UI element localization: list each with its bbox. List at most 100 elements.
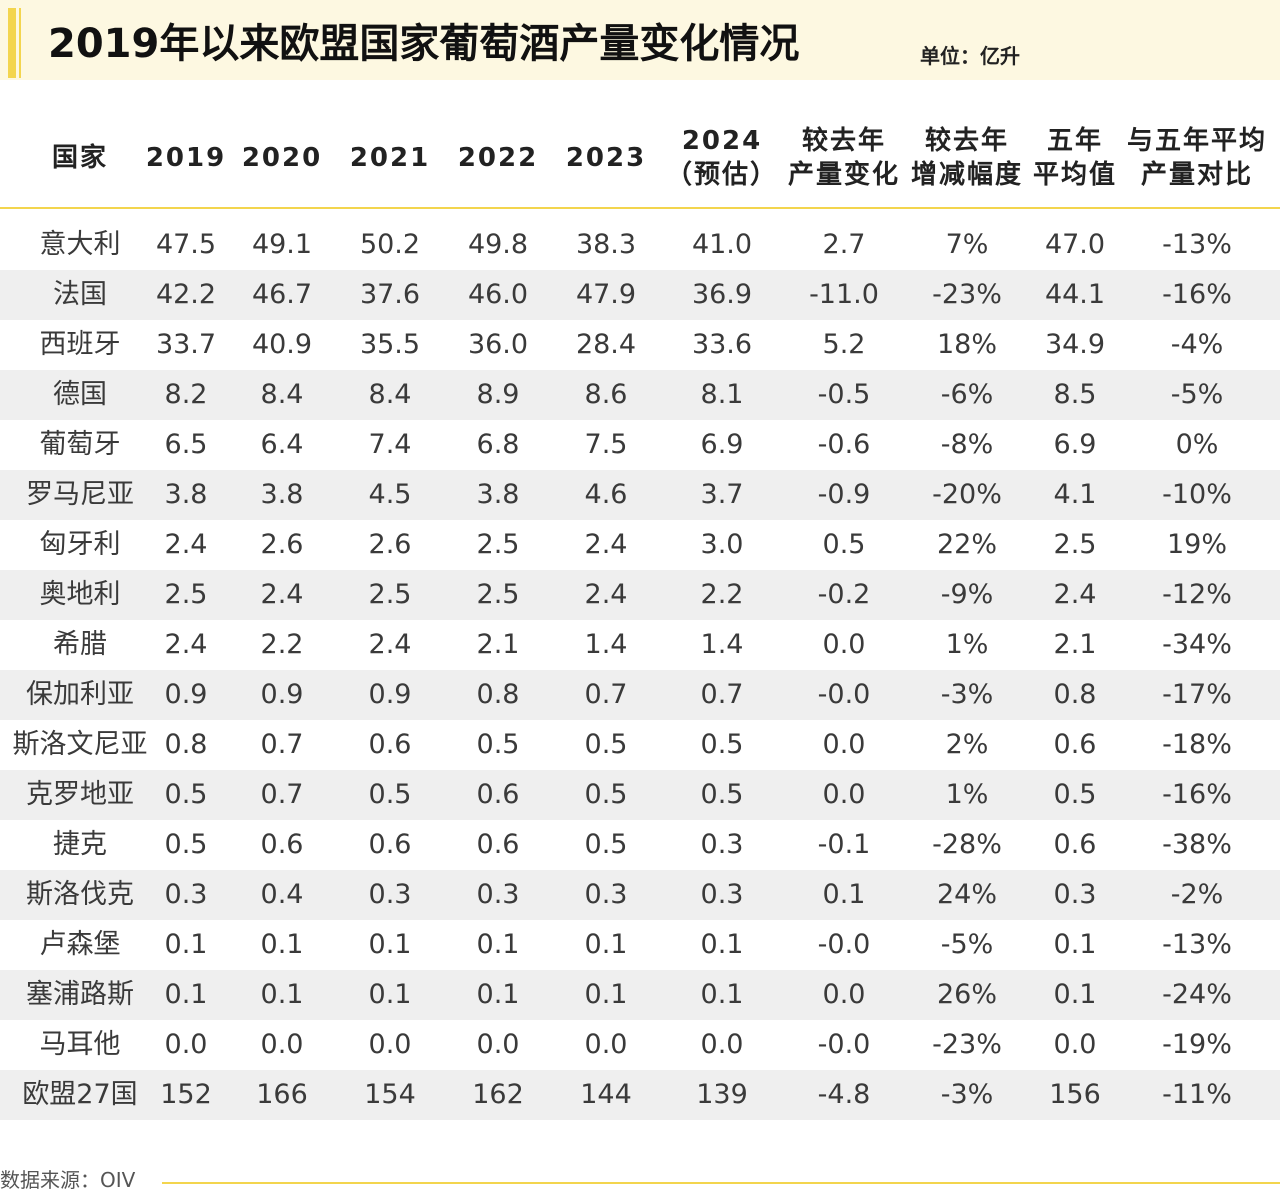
value-cell-2020: 2.2 <box>260 629 304 660</box>
country-cell: 匈牙利 <box>39 529 121 560</box>
value-cell-change: 5.2 <box>822 329 866 360</box>
country-cell: 法国 <box>53 279 107 310</box>
table-row: 西班牙 33.7 40.9 35.5 36.0 28.4 33.6 5.2 18% 34.9 -4% <box>0 320 1280 370</box>
table-row: 欧盟27国 152 166 154 162 144 139 -4.8 -3% 156 -11% <box>0 1070 1280 1120</box>
value-cell-change-pct: 1% <box>945 629 989 660</box>
value-cell-2024: 0.0 <box>700 1029 744 1060</box>
value-cell-2024: 41.0 <box>691 229 753 260</box>
value-cell-change-pct: 7% <box>945 229 989 260</box>
table-row: 匈牙利 2.4 2.6 2.6 2.5 2.4 3.0 0.5 22% 2.5 19% <box>0 520 1280 570</box>
value-cell-2022: 49.8 <box>467 229 529 260</box>
value-cell-five-year-avg: 0.5 <box>1053 779 1097 810</box>
country-cell: 克罗地亚 <box>26 779 134 810</box>
value-cell-2022: 0.6 <box>476 829 520 860</box>
value-cell-2019: 0.1 <box>164 979 208 1010</box>
value-cell-change-pct: -3% <box>940 1079 994 1110</box>
value-cell-vs-five-year: -2% <box>1170 879 1224 910</box>
value-cell-2019: 0.5 <box>164 829 208 860</box>
value-cell-five-year-avg: 6.9 <box>1053 429 1097 460</box>
header-cell-line: 较去年 <box>924 126 1009 156</box>
value-cell-vs-five-year: -34% <box>1162 629 1232 660</box>
value-cell-change: 0.0 <box>822 729 866 760</box>
value-cell-change-pct: -9% <box>940 579 994 610</box>
value-cell-2023: 0.0 <box>584 1029 628 1060</box>
value-cell-five-year-avg: 34.9 <box>1044 329 1106 360</box>
value-cell-change-pct: -20% <box>932 479 1002 510</box>
value-cell-change-pct: -23% <box>932 1029 1002 1060</box>
table-row: 卢森堡 0.1 0.1 0.1 0.1 0.1 0.1 -0.0 -5% 0.1 -13% <box>0 920 1280 970</box>
value-cell-2023: 8.6 <box>584 379 628 410</box>
value-cell-2020: 0.7 <box>260 779 304 810</box>
value-cell-2024: 3.0 <box>700 529 744 560</box>
value-cell-five-year-avg: 2.5 <box>1053 529 1097 560</box>
value-cell-five-year-avg: 0.1 <box>1053 929 1097 960</box>
value-cell-change: -0.0 <box>817 929 871 960</box>
value-cell-2020: 6.4 <box>260 429 304 460</box>
country-cell: 马耳他 <box>39 1029 121 1060</box>
table-row: 斯洛文尼亚 0.8 0.7 0.6 0.5 0.5 0.5 0.0 2% 0.6 -18% <box>0 720 1280 770</box>
value-cell-2021: 50.2 <box>359 229 421 260</box>
value-cell-five-year-avg: 0.1 <box>1053 979 1097 1010</box>
value-cell-2019: 47.5 <box>155 229 217 260</box>
value-cell-2022: 2.1 <box>476 629 520 660</box>
value-cell-2022: 3.8 <box>476 479 520 510</box>
header-cell-line: 五年 <box>1046 126 1103 156</box>
value-cell-five-year-avg: 0.8 <box>1053 679 1097 710</box>
country-cell: 希腊 <box>53 629 107 660</box>
value-cell-2019: 2.5 <box>164 579 208 610</box>
value-cell-2024: 2.2 <box>700 579 744 610</box>
value-cell-2024: 1.4 <box>700 629 744 660</box>
value-cell-2020: 0.7 <box>260 729 304 760</box>
value-cell-2024: 0.1 <box>700 929 744 960</box>
value-cell-2024: 0.3 <box>700 879 744 910</box>
header-cell-2024: 2024 （预估） <box>662 110 782 206</box>
header-cell-2020: 2020 <box>232 110 332 206</box>
value-cell-five-year-avg: 2.4 <box>1053 579 1097 610</box>
value-cell-vs-five-year: -18% <box>1162 729 1232 760</box>
value-cell-2022: 0.1 <box>476 979 520 1010</box>
value-cell-2023: 0.5 <box>584 829 628 860</box>
unit-label: 单位：亿升 <box>920 44 1020 68</box>
table-row: 德国 8.2 8.4 8.4 8.9 8.6 8.1 -0.5 -6% 8.5 -5% <box>0 370 1280 420</box>
country-cell: 斯洛伐克 <box>26 879 134 910</box>
value-cell-change-pct: -5% <box>940 929 994 960</box>
value-cell-2022: 0.8 <box>476 679 520 710</box>
value-cell-2024: 36.9 <box>691 279 753 310</box>
country-cell: 保加利亚 <box>26 679 134 710</box>
table-row: 奥地利 2.5 2.4 2.5 2.5 2.4 2.2 -0.2 -9% 2.4 -12% <box>0 570 1280 620</box>
value-cell-2024: 139 <box>696 1079 748 1110</box>
value-cell-change-pct: 18% <box>936 329 997 360</box>
value-cell-change-pct: 26% <box>936 979 997 1010</box>
value-cell-2020: 49.1 <box>251 229 313 260</box>
header-cell-country: 国家 <box>0 110 160 206</box>
value-cell-2019: 2.4 <box>164 529 208 560</box>
value-cell-2019: 6.5 <box>164 429 208 460</box>
table-row: 塞浦路斯 0.1 0.1 0.1 0.1 0.1 0.1 0.0 26% 0.1 -24% <box>0 970 1280 1020</box>
value-cell-five-year-avg: 0.0 <box>1053 1029 1097 1060</box>
value-cell-vs-five-year: -19% <box>1162 1029 1232 1060</box>
value-cell-change-pct: 24% <box>936 879 997 910</box>
value-cell-2019: 2.4 <box>164 629 208 660</box>
header-cell-line: （预估） <box>665 160 778 190</box>
value-cell-change: -0.9 <box>817 479 871 510</box>
header-cell-line: 2024 <box>681 126 763 156</box>
header-cell-2022: 2022 <box>443 110 553 206</box>
value-cell-2020: 166 <box>256 1079 308 1110</box>
table-header: 国家 2019 2020 2021 2022 2023 2024 （预估） 较去年 产量变化 较去年… <box>0 110 1280 206</box>
value-cell-2024: 6.9 <box>700 429 744 460</box>
country-cell: 塞浦路斯 <box>26 979 134 1010</box>
value-cell-change-pct: -6% <box>940 379 994 410</box>
value-cell-vs-five-year: -11% <box>1162 1079 1232 1110</box>
value-cell-2022: 162 <box>472 1079 524 1110</box>
table-row: 葡萄牙 6.5 6.4 7.4 6.8 7.5 6.9 -0.6 -8% 6.9 0% <box>0 420 1280 470</box>
value-cell-change: 0.5 <box>822 529 866 560</box>
value-cell-2019: 0.9 <box>164 679 208 710</box>
value-cell-five-year-avg: 8.5 <box>1053 379 1097 410</box>
value-cell-2023: 0.1 <box>584 929 628 960</box>
chart-title: 2019年以来欧盟国家葡萄酒产量变化情况 <box>48 21 800 67</box>
value-cell-vs-five-year: -5% <box>1170 379 1224 410</box>
header-divider <box>0 207 1280 209</box>
value-cell-2021: 0.0 <box>368 1029 412 1060</box>
value-cell-change: -0.6 <box>817 429 871 460</box>
value-cell-change-pct: 22% <box>936 529 997 560</box>
